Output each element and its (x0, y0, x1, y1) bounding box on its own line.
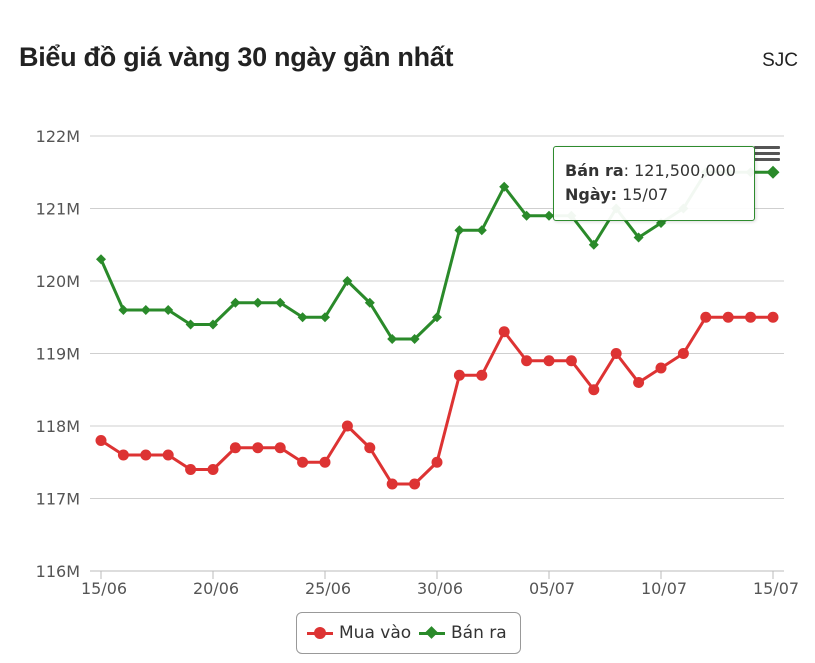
data-point-ban-ra (409, 334, 420, 344)
tooltip-series-row: Bán ra: 121,500,000 (565, 161, 736, 180)
data-point-mua-vao (722, 311, 734, 323)
data-point-ban-ra (633, 232, 644, 243)
x-tick-label: 25/06 (305, 579, 351, 598)
legend-item-ban-ra[interactable]: Bán ra (419, 613, 507, 653)
data-point-ban-ra (208, 319, 218, 330)
y-tick-label: 119M (36, 345, 80, 364)
data-point-mua-vao (700, 311, 712, 323)
data-point-ban-ra (588, 239, 599, 250)
hamburger-menu-icon[interactable] (752, 143, 782, 169)
data-point-mua-vao (207, 464, 219, 475)
data-point-ban-ra (118, 305, 129, 315)
y-tick-label: 116M (36, 562, 80, 581)
tooltip-series-value: : 121,500,000 (623, 161, 736, 180)
data-point-ban-ra (387, 334, 398, 344)
data-point-mua-vao (274, 442, 286, 454)
chart-tooltip: Bán ra: 121,500,000 Ngày: 15/07 (553, 146, 755, 221)
legend-symbol-circle-icon (307, 626, 333, 640)
data-point-ban-ra (320, 312, 330, 323)
legend-symbol-diamond-icon (419, 626, 445, 640)
page-title: Biểu đồ giá vàng 30 ngày gần nhất (19, 42, 454, 72)
data-point-mua-vao (633, 377, 645, 388)
tooltip-date-label: Ngày: (565, 185, 617, 204)
x-tick-label: 15/06 (81, 579, 127, 598)
data-point-ban-ra (230, 297, 241, 308)
data-point-ban-ra (275, 297, 286, 308)
data-point-mua-vao (185, 464, 197, 475)
data-point-mua-vao (655, 362, 667, 374)
data-point-mua-vao (745, 311, 757, 323)
tooltip-series-label: Bán ra (565, 161, 624, 180)
brand-label: SJC (762, 50, 798, 71)
data-point-mua-vao (498, 326, 510, 338)
data-point-ban-ra (476, 225, 487, 236)
data-point-ban-ra (342, 276, 353, 286)
data-point-mua-vao (767, 311, 779, 323)
data-point-mua-vao (565, 355, 577, 367)
x-tick-label: 20/06 (193, 579, 239, 598)
y-tick-label: 122M (36, 127, 80, 146)
data-point-mua-vao (95, 435, 107, 446)
y-tick-label: 121M (36, 200, 80, 219)
x-tick-label: 30/06 (417, 579, 463, 598)
data-point-mua-vao (610, 348, 622, 359)
data-point-ban-ra (185, 319, 196, 330)
data-point-mua-vao (588, 384, 600, 396)
data-point-ban-ra (544, 210, 554, 221)
data-point-ban-ra (163, 305, 174, 315)
data-point-ban-ra (454, 225, 465, 236)
data-point-mua-vao (319, 456, 331, 468)
data-point-ban-ra (521, 210, 532, 221)
legend-item-mua-vao[interactable]: Mua vào (307, 613, 411, 653)
data-point-ban-ra (297, 312, 308, 323)
y-tick-label: 118M (36, 417, 80, 436)
data-point-mua-vao (521, 355, 533, 367)
data-point-mua-vao (252, 442, 264, 454)
data-point-mua-vao (162, 449, 174, 461)
data-point-mua-vao (431, 456, 443, 468)
data-point-ban-ra (96, 254, 106, 265)
data-point-ban-ra (252, 297, 263, 308)
x-tick-label: 10/07 (641, 579, 687, 598)
tooltip-date-row: Ngày: 15/07 (565, 185, 668, 204)
axis-layer: 116M 117M 118M 119M 120M 121M 122M 15/06 20/06 25… (36, 127, 799, 598)
chart-legend: Mua vào Bán ra (296, 612, 521, 654)
data-point-ban-ra (364, 297, 375, 308)
data-point-mua-vao (297, 456, 309, 468)
data-point-mua-vao (386, 478, 398, 490)
data-point-mua-vao (543, 355, 555, 367)
data-point-mua-vao (476, 369, 488, 381)
x-tick-label: 15/07 (753, 579, 799, 598)
tooltip-date-value: 15/07 (616, 185, 669, 204)
x-tick-label: 05/07 (529, 579, 575, 598)
data-point-mua-vao (409, 478, 421, 490)
data-point-mua-vao (364, 442, 376, 454)
y-tick-label: 117M (36, 490, 80, 509)
data-point-mua-vao (117, 449, 129, 461)
data-point-mua-vao (677, 348, 689, 359)
legend-label-ban-ra: Bán ra (451, 623, 507, 643)
data-point-ban-ra (499, 181, 510, 192)
data-point-mua-vao (341, 420, 353, 432)
data-point-ban-ra (140, 305, 151, 315)
data-point-mua-vao (229, 442, 241, 454)
legend-label-mua-vao: Mua vào (339, 623, 412, 643)
data-point-mua-vao (453, 369, 465, 381)
data-point-ban-ra (432, 312, 442, 323)
data-point-mua-vao (140, 449, 152, 461)
data-point-ban-ra-highlighted (766, 165, 780, 179)
chart-header: Biểu đồ giá vàng 30 ngày gần nhất SJC (0, 0, 815, 110)
y-tick-label: 120M (36, 272, 80, 291)
